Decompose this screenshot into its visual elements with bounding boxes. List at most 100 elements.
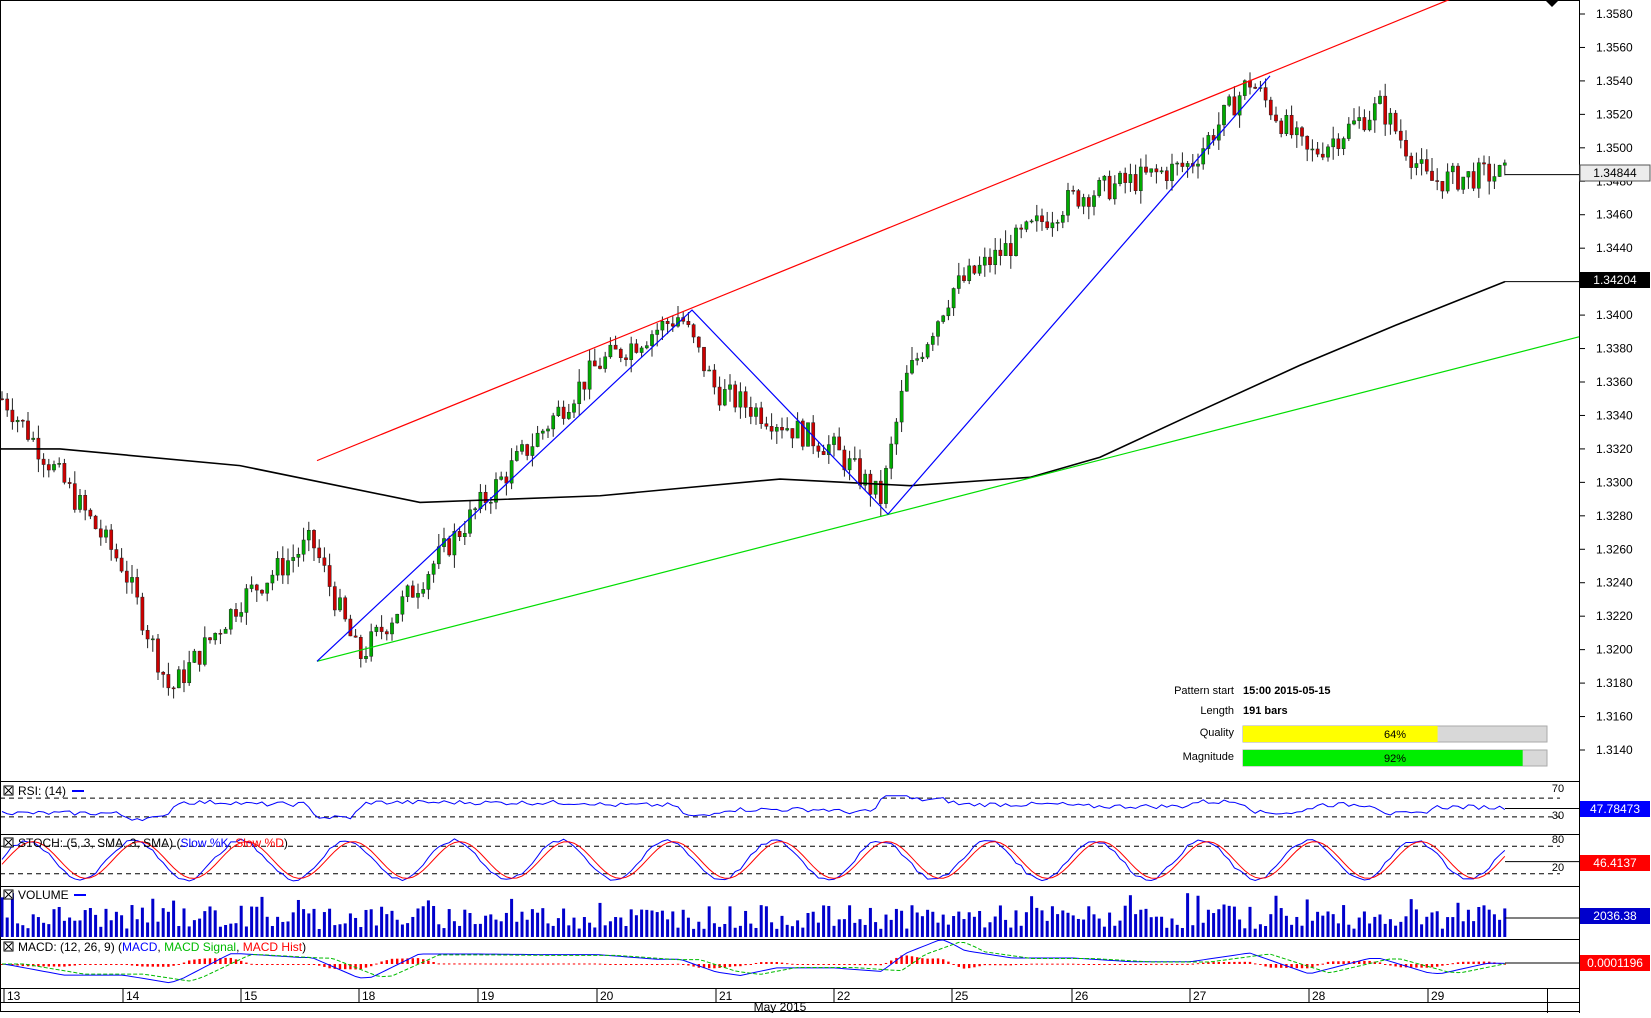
sma-badge-bg bbox=[1580, 272, 1650, 288]
macd-hist-bar bbox=[1295, 964, 1298, 969]
macd-hist-bar bbox=[583, 963, 586, 965]
volume-bar bbox=[1269, 914, 1273, 937]
volume-bar bbox=[666, 919, 670, 937]
candle-down bbox=[1123, 172, 1128, 183]
candle-down bbox=[1253, 86, 1258, 89]
candle-up bbox=[1024, 221, 1029, 230]
volume-bar bbox=[343, 923, 347, 937]
candle-down bbox=[1274, 114, 1278, 122]
candle-up bbox=[572, 403, 576, 413]
candle-down bbox=[447, 538, 452, 556]
macd-hist-bar bbox=[1191, 963, 1194, 965]
macd-hist-bar bbox=[224, 957, 227, 964]
y-tick-label: 1.3580 bbox=[1596, 7, 1633, 21]
candle-up bbox=[1066, 190, 1070, 216]
volume-bar bbox=[1258, 924, 1262, 937]
volume-bar bbox=[1040, 910, 1044, 937]
candle-up bbox=[436, 546, 441, 565]
scroll-marker-icon[interactable] bbox=[1545, 0, 1559, 7]
macd-hist-bar bbox=[1061, 963, 1064, 965]
macd-hist-bar bbox=[708, 964, 711, 969]
volume-bar bbox=[1212, 913, 1216, 937]
volume-bar bbox=[1024, 912, 1028, 937]
volume-bar bbox=[36, 917, 40, 937]
macd-hist-bar bbox=[1415, 964, 1418, 968]
macd-hist-bar bbox=[853, 964, 856, 966]
volume-bar bbox=[47, 924, 51, 937]
volume-bar bbox=[1071, 915, 1075, 937]
volume-bar bbox=[905, 928, 909, 937]
macd-hist-bar bbox=[812, 964, 815, 965]
candle-down bbox=[1383, 95, 1388, 125]
candle-down bbox=[83, 495, 88, 511]
volume-bar bbox=[504, 912, 508, 937]
candle-up bbox=[1294, 127, 1299, 136]
candle-down bbox=[327, 565, 332, 587]
macd-hist-bar bbox=[728, 964, 732, 967]
volume-bar bbox=[879, 928, 883, 937]
candle-up bbox=[499, 476, 504, 480]
candle-down bbox=[208, 637, 212, 641]
candle-down bbox=[5, 398, 10, 411]
macd-hist-bar bbox=[312, 964, 316, 965]
volume-bar bbox=[1430, 912, 1434, 937]
candle-up bbox=[587, 360, 592, 390]
candle-up bbox=[239, 612, 244, 617]
volume-bar bbox=[400, 924, 404, 937]
candle-up bbox=[265, 582, 270, 594]
candle-up bbox=[1284, 115, 1289, 134]
macd-hist-bar bbox=[978, 964, 981, 967]
volume-bar bbox=[213, 910, 217, 937]
last-price-badge-text: 1.34844 bbox=[1593, 166, 1637, 180]
candle-up bbox=[488, 501, 493, 504]
candle-up bbox=[1170, 163, 1174, 182]
candle-up bbox=[228, 609, 233, 630]
volume-bar bbox=[972, 916, 976, 937]
volume-bar bbox=[478, 923, 482, 937]
volume-bar bbox=[177, 926, 181, 937]
candle-up bbox=[1029, 220, 1034, 223]
macd-params: MACD: (12, 26, 9) bbox=[18, 940, 115, 954]
macd-hist-bar bbox=[234, 959, 238, 964]
candle-up bbox=[1227, 96, 1232, 106]
macd-hist-bar bbox=[1124, 964, 1127, 965]
candle-up bbox=[1492, 176, 1497, 182]
macd-hist-bar bbox=[125, 964, 128, 965]
macd-hist-bar bbox=[167, 964, 170, 967]
volume-bar bbox=[411, 916, 415, 937]
candle-up bbox=[1461, 176, 1466, 190]
volume-bar bbox=[712, 923, 716, 937]
macd-hist-bar bbox=[500, 963, 503, 965]
volume-bar bbox=[463, 909, 467, 937]
candle-down bbox=[182, 669, 186, 684]
macd-hist-bar bbox=[474, 963, 477, 965]
candle-down bbox=[171, 687, 176, 690]
volume-bar bbox=[894, 908, 898, 937]
volume-bar bbox=[161, 908, 165, 937]
volume-bar bbox=[603, 925, 607, 937]
volume-bar bbox=[5, 917, 9, 937]
macd-hist-bar bbox=[380, 961, 383, 964]
candle-down bbox=[686, 321, 691, 325]
macd-hist-bar bbox=[786, 963, 789, 965]
candle-down bbox=[332, 586, 337, 611]
candle-down bbox=[72, 483, 77, 510]
volume-bar bbox=[1383, 923, 1387, 937]
candle-down bbox=[145, 630, 150, 640]
macd-hist-bar bbox=[375, 963, 378, 965]
candle-down bbox=[88, 509, 93, 517]
macd-hist-bar bbox=[1165, 963, 1168, 965]
volume-bar bbox=[770, 922, 774, 937]
macd-sep-1: ( bbox=[115, 940, 122, 954]
volume-bar bbox=[874, 922, 878, 937]
volume-bar bbox=[140, 907, 144, 937]
macd-hist-bar bbox=[338, 964, 342, 970]
volume-bar bbox=[775, 928, 779, 937]
candle-up bbox=[1196, 163, 1200, 167]
candle-up bbox=[306, 530, 311, 541]
macd-hist-bar bbox=[635, 964, 638, 965]
candle-down bbox=[702, 346, 706, 372]
volume-bar bbox=[520, 911, 524, 937]
macd-hist-bar bbox=[437, 963, 440, 965]
volume-bar bbox=[426, 900, 430, 937]
